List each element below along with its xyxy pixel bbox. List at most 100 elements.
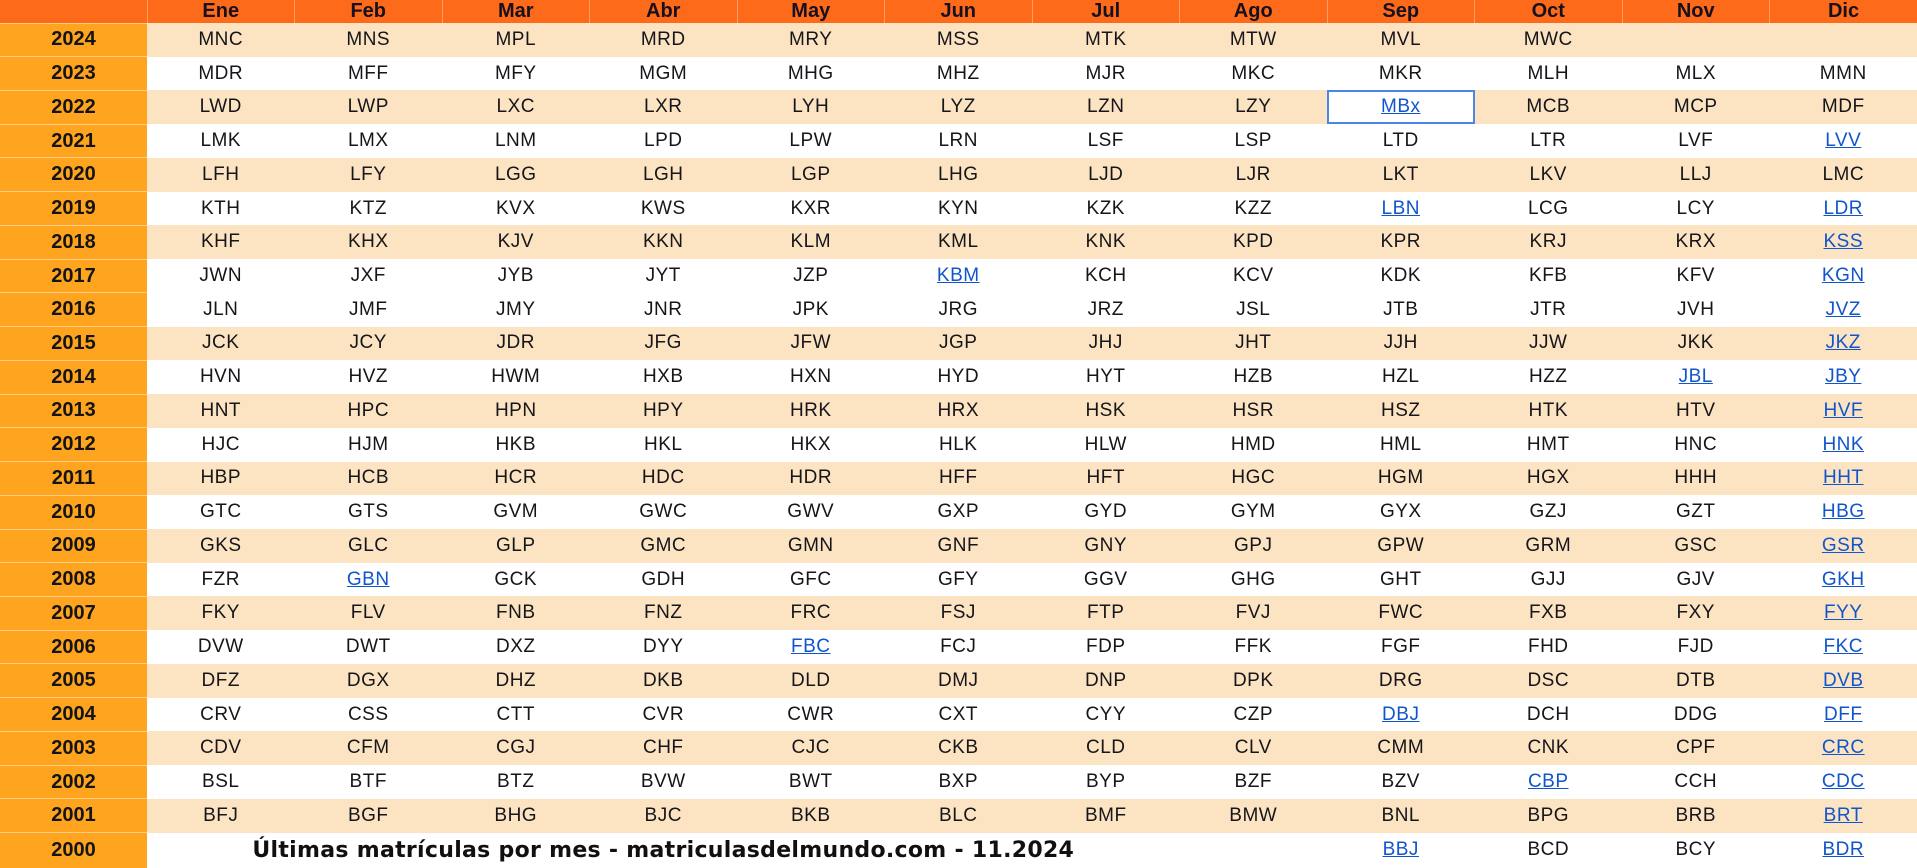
year-label: 2015 [0,326,147,361]
plate-cell: KZZ [1234,197,1272,219]
plate-cell: FKY [201,602,240,624]
plate-link[interactable]: GSR [1821,534,1865,556]
plate-link[interactable]: MBx [1381,96,1421,118]
plate-link[interactable]: HBG [1821,501,1865,523]
plate-link[interactable]: BRT [1823,804,1863,826]
plate-link[interactable]: JVZ [1825,298,1861,320]
plate-link[interactable]: JBY [1825,366,1862,388]
plate-cell: MDR [198,62,244,84]
plate-cell: LVF [1678,130,1714,152]
plate-cell: JSL [1236,298,1271,320]
month-header-may: May [737,0,885,23]
plate-cell: MNC [198,28,244,50]
plate-cell: BCY [1675,839,1717,861]
plate-cell: JFG [644,332,682,354]
plate-cell: CPF [1676,737,1716,759]
plate-link[interactable]: JKZ [1825,332,1861,354]
plate-cell: HVN [199,366,242,388]
plate-cell: DDG [1673,703,1718,725]
plate-cell: CCH [1674,771,1718,793]
plate-cell: FXY [1676,602,1715,624]
plate-cell: KLM [790,231,832,253]
plate-cell: GKH [1770,563,1917,597]
month-header-ago: Ago [1179,0,1328,23]
plate-cell: HHT [1770,462,1917,496]
plate-link[interactable]: BDR [1822,839,1865,861]
plate-link[interactable]: LDR [1823,197,1863,219]
plate-cell: HKL [644,433,683,455]
plate-link[interactable]: DBJ [1382,703,1420,725]
plate-link[interactable]: KSS [1823,231,1864,253]
plate-cell: CFM [346,737,390,759]
plate-cell: MRD [640,28,686,50]
plate-link[interactable]: CDC [1821,771,1865,793]
plate-link[interactable]: LBN [1381,197,1420,219]
plate-link[interactable]: FBC [791,636,831,658]
plate-cell: BKB [790,804,831,826]
plate-cell: MVL [1380,28,1422,50]
year-label: 2016 [0,292,147,327]
row-2024: 2024 MNC MNS MPL MRD MRY MSS MTK MTW MVL MWC [0,22,1917,57]
plate-link[interactable]: CRC [1821,737,1865,759]
year-label: 2006 [0,629,147,664]
plate-cell: LHG [937,163,979,185]
plate-cell: DGX [346,669,390,691]
plate-cell: CRV [200,703,242,725]
plate-cell: DTB [1676,669,1716,691]
plate-cell: BRT [1770,799,1917,833]
plate-cell: FNB [496,602,536,624]
plate-cell: GRM [1525,534,1572,556]
row-2003: 2003 CDV CFM CGJ CHF CJC CKB CLD CLV CMM CNK CPF CRC [0,730,1917,766]
plate-link[interactable]: FYY [1824,602,1863,624]
row-2001: 2001 BFJ BGF BHG BJC BKB BLC BMF BMW BNL BPG BRB BRT [0,798,1917,833]
plate-cell: BHG [494,804,538,826]
plate-link[interactable]: GKH [1821,568,1865,590]
plate-cell: HRK [789,399,832,421]
plate-link[interactable]: CBP [1527,771,1569,793]
plate-link[interactable]: BBJ [1382,839,1419,861]
plate-cell: KFV [1676,265,1715,286]
row-2020: 2020 LFH LFY LGG LGH LGP LHG LJD LJR LKT LKV LLJ LMC [0,157,1917,192]
year-label: 2000 [0,832,147,868]
plate-cell: JMY [496,298,536,320]
plate-cell: LYZ [940,96,976,118]
plate-link[interactable]: JBL [1678,366,1713,388]
plate-cell: LFH [202,163,240,185]
plate-cell: MDF [1821,96,1865,118]
plate-link[interactable]: FKC [1823,636,1863,658]
plate-link[interactable]: GBN [346,568,390,590]
plate-cell: DKB [642,669,684,691]
plate-cell: LKT [1382,163,1419,185]
year-label: 2021 [0,123,147,158]
plate-cell: DMJ [937,669,979,691]
plate-cell: KXR [790,197,832,219]
year-label: 2017 [0,258,147,293]
plate-cell: GHT [1379,568,1422,590]
plate-link[interactable]: LVV [1825,130,1862,152]
plate-cell: FNZ [644,602,683,624]
plate-cell: CNK [1527,737,1570,759]
plate-cell: LRN [938,130,978,152]
plate-link[interactable]: DFF [1824,703,1863,725]
plate-cell: LXC [496,96,535,118]
plate-cell: MCB [1526,96,1571,118]
plate-cell: BGF [347,804,389,826]
plate-link[interactable]: HVF [1823,399,1863,421]
plate-cell: HXB [642,366,684,388]
row-2007: 2007 FKY FLV FNB FNZ FRC FSJ FTP FVJ FWC FXB FXY FYY [0,595,1917,631]
plate-cell: GMC [640,534,687,556]
month-header-nov: Nov [1622,0,1770,23]
plate-link[interactable]: HNK [1822,433,1865,455]
plate-link[interactable]: KGN [1821,265,1865,286]
plate-cell: JDR [496,332,535,354]
plate-cell: KBM [885,259,1033,293]
plate-cell: HSR [1232,399,1275,421]
plate-cell: MRY [789,28,833,50]
row-2009: 2009 GKS GLC GLP GMC GMN GNF GNY GPJ GPW GRM GSC GSR [0,528,1917,563]
plate-link[interactable]: DVB [1822,669,1864,691]
plate-link[interactable]: KBM [936,265,980,286]
row-2005: 2005 DFZ DGX DHZ DKB DLD DMJ DNP DPK DRG DSC DTB DVB [0,663,1917,698]
plate-link[interactable]: HHT [1822,467,1864,489]
plate-cell: GPW [1377,534,1425,556]
